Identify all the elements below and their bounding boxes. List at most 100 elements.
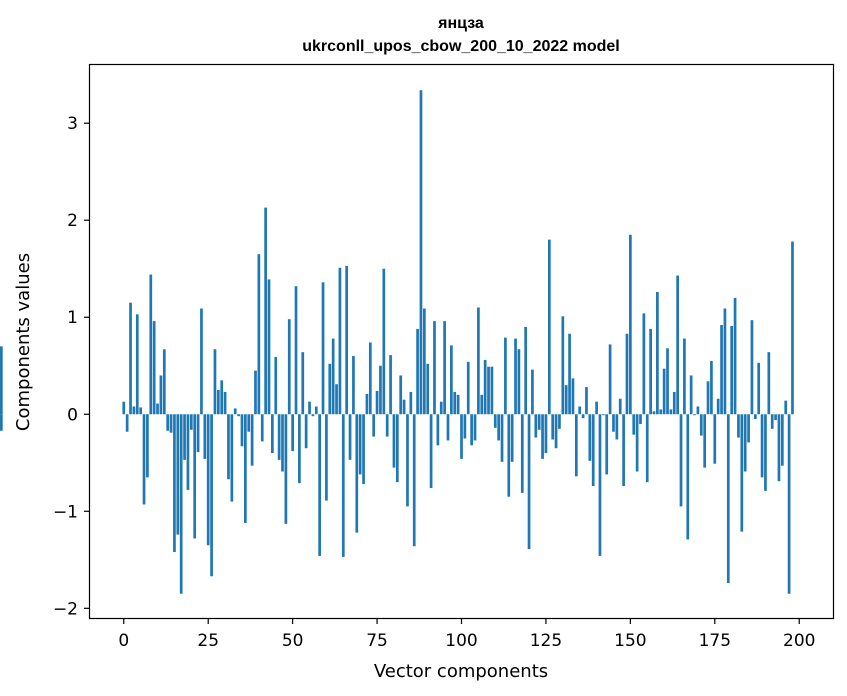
- bar: [0, 346, 3, 415]
- x-tick-label: 175: [699, 631, 731, 651]
- bar: [429, 414, 433, 488]
- bar: [311, 414, 315, 417]
- x-tick-label: 100: [445, 631, 477, 651]
- bar: [662, 368, 666, 415]
- bar: [588, 414, 592, 461]
- bar: [186, 414, 190, 490]
- bar: [176, 414, 180, 535]
- bar: [541, 414, 544, 459]
- bar: [365, 393, 369, 415]
- bar: [487, 366, 490, 415]
- bar: [767, 352, 771, 415]
- bar: [787, 414, 791, 594]
- bar: [247, 414, 251, 432]
- bar: [480, 394, 484, 415]
- bar: [520, 414, 524, 493]
- bar: [753, 414, 757, 420]
- bar: [656, 292, 659, 415]
- bar: [659, 409, 663, 415]
- bar: [497, 414, 500, 441]
- bar: [341, 414, 345, 557]
- bar: [308, 401, 311, 415]
- bar: [760, 414, 764, 478]
- bar: [574, 414, 578, 477]
- x-tick-label: 0: [118, 631, 129, 651]
- x-tick-label: 25: [197, 631, 219, 651]
- bar: [173, 414, 176, 553]
- bar: [770, 414, 774, 429]
- bar: [693, 414, 696, 416]
- bar: [196, 414, 200, 453]
- y-tick-label: 2: [67, 211, 78, 231]
- bar: [254, 370, 257, 415]
- bar: [149, 274, 153, 415]
- bar: [585, 387, 588, 415]
- bar: [362, 414, 365, 485]
- bar: [183, 414, 186, 460]
- bar: [737, 414, 740, 438]
- bar: [649, 328, 652, 415]
- bar: [740, 414, 744, 532]
- bar: [743, 414, 747, 472]
- bar: [338, 267, 342, 415]
- bar: [713, 414, 717, 464]
- bar: [277, 414, 281, 460]
- bar: [598, 414, 602, 556]
- bar: [733, 297, 737, 415]
- y-tick-label: 0: [67, 405, 78, 425]
- y-axis-ticks: −2 −1 0 1 2 3: [53, 114, 90, 619]
- bar: [466, 361, 470, 415]
- bar: [423, 308, 426, 415]
- bar: [304, 414, 308, 449]
- bar: [395, 414, 399, 483]
- bar: [233, 408, 237, 415]
- bar: [595, 401, 598, 415]
- bar: [399, 375, 403, 415]
- bar: [409, 391, 413, 415]
- bar: [325, 414, 328, 501]
- bar: [433, 321, 436, 415]
- bar: [379, 365, 382, 415]
- bar: [439, 401, 443, 415]
- bar: [156, 403, 159, 415]
- bar: [622, 414, 625, 487]
- bar: [490, 366, 494, 415]
- bar: [679, 414, 683, 507]
- y-tick-label: 1: [67, 308, 78, 328]
- bar: [686, 414, 690, 540]
- bar: [287, 319, 291, 415]
- bar: [257, 254, 261, 415]
- bar: [493, 414, 497, 428]
- bar: [355, 414, 359, 533]
- bar: [301, 352, 305, 415]
- bar: [179, 414, 183, 594]
- bar: [774, 414, 777, 421]
- bar: [284, 414, 288, 524]
- bar: [473, 414, 477, 441]
- bar: [328, 363, 332, 415]
- x-tick-label: 125: [530, 631, 562, 651]
- bar: [483, 359, 487, 415]
- bar: [230, 414, 234, 502]
- bar: [723, 308, 727, 415]
- bar: [504, 337, 507, 415]
- bar: [747, 414, 750, 443]
- bar: [554, 414, 558, 449]
- bar: [625, 333, 629, 415]
- bar: [368, 342, 372, 415]
- bar: [669, 409, 673, 415]
- bar: [412, 414, 416, 547]
- bar: [510, 414, 514, 462]
- bar: [568, 333, 571, 415]
- bar: [618, 398, 622, 415]
- bar: [419, 90, 423, 415]
- bar: [0, 414, 3, 431]
- bar: [676, 275, 679, 415]
- x-axis-label: Vector components: [374, 661, 548, 682]
- bar: [189, 414, 193, 430]
- bar: [561, 316, 565, 415]
- bar: [750, 320, 754, 415]
- bar: [162, 349, 166, 415]
- bars-group: [0, 90, 798, 594]
- bar: [169, 414, 173, 433]
